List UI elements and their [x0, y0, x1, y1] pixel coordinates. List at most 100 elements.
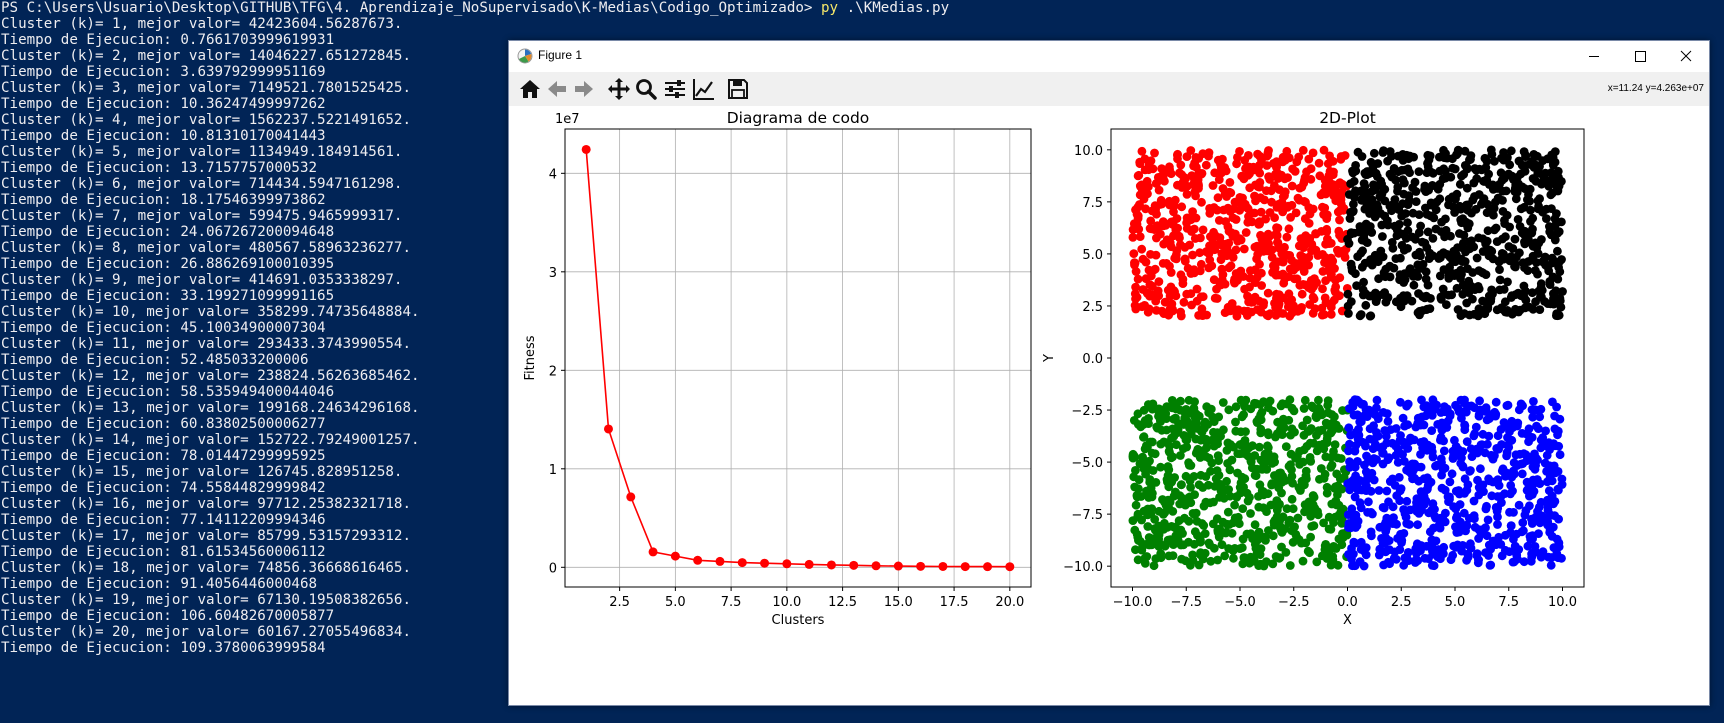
scatter-point	[1298, 556, 1308, 566]
scatter-point	[1457, 413, 1466, 423]
forward-button[interactable]	[571, 76, 597, 102]
scatter-point	[1267, 479, 1277, 489]
terminal-output-line: Tiempo de Ejecucion: 106.60482670005877	[1, 608, 335, 624]
scatter-point	[1528, 412, 1538, 422]
scatter-point	[1233, 468, 1242, 478]
scatter-point	[1516, 169, 1526, 179]
y-tick-label: −5.0	[1071, 456, 1103, 471]
scatter-point	[1360, 195, 1370, 204]
scatter-point	[1526, 556, 1536, 566]
back-button[interactable]	[544, 76, 570, 102]
scatter-point	[1509, 458, 1519, 468]
terminal-output-line: Tiempo de Ejecucion: 45.10034900007304	[1, 320, 326, 336]
scatter-point	[1281, 442, 1291, 451]
scatter-point	[1325, 428, 1335, 438]
scatter-point	[1181, 174, 1190, 184]
scatter-point	[1246, 529, 1256, 539]
scatter-point	[1250, 451, 1260, 460]
scatter-point	[1259, 300, 1268, 310]
y-tick-label: −10.0	[1063, 560, 1103, 575]
scatter-point	[1416, 221, 1425, 231]
y-tick-label: 10.0	[1074, 144, 1103, 159]
home-button[interactable]	[517, 76, 543, 102]
scatter-point	[1259, 397, 1268, 407]
scatter-point	[1250, 470, 1260, 480]
scatter-point	[1484, 431, 1494, 441]
scatter-point	[1222, 192, 1231, 201]
scatter-point	[1439, 436, 1448, 446]
close-button[interactable]	[1663, 41, 1709, 72]
scatter-point	[1149, 265, 1158, 275]
minimize-button[interactable]	[1571, 41, 1617, 72]
scatter-point	[1535, 479, 1545, 488]
scatter-point	[1245, 169, 1254, 179]
scatter-point	[1545, 280, 1555, 289]
figure-window[interactable]: Figure 1	[508, 40, 1710, 706]
scatter-point	[1199, 521, 1209, 530]
scatter-point	[1408, 232, 1417, 242]
scatter-point	[1359, 561, 1369, 571]
figure-canvas[interactable]: 2.5 5.0 7.5 10.0 12.5 15.0 17.5 20.0 0 1 2 3 4 1e7 Dia…	[509, 106, 1709, 705]
terminal-output-line: Tiempo de Ejecucion: 26.886269100010395	[1, 256, 335, 272]
scatter-point	[1268, 559, 1278, 569]
terminal-output-line: Tiempo de Ejecucion: 78.01447299995925	[1, 448, 326, 464]
scatter-point	[1291, 208, 1301, 218]
scatter-point	[1231, 245, 1241, 255]
configure-subplots-button[interactable]	[662, 76, 688, 102]
scatter-point	[1232, 311, 1242, 321]
scatter-point	[1270, 158, 1280, 168]
x-axis-label: X	[1343, 613, 1352, 628]
scatter-point	[1373, 159, 1383, 168]
scatter-point	[1250, 191, 1259, 201]
scatter-point	[1351, 186, 1360, 196]
scatter-point	[1416, 500, 1426, 509]
scatter-point	[1558, 287, 1567, 296]
scatter-point	[1375, 544, 1385, 554]
scatter-point	[1357, 152, 1367, 161]
close-icon	[1680, 50, 1692, 62]
scatter-point	[1397, 240, 1407, 250]
scatter-point	[1168, 306, 1177, 316]
scatter-point	[1411, 197, 1421, 206]
scatter-point	[1368, 458, 1378, 468]
scatter-point	[1322, 214, 1332, 223]
save-button[interactable]	[725, 76, 751, 102]
scatter-point	[1474, 233, 1483, 243]
scatter-point	[1326, 453, 1336, 462]
terminal-output-line: Tiempo de Ejecucion: 13.7157757000532	[1, 160, 318, 176]
scatter-point	[1516, 204, 1526, 214]
scatter-point	[1215, 493, 1224, 502]
scatter-point	[1189, 472, 1199, 481]
zoom-button[interactable]	[633, 76, 659, 102]
edit-axis-button[interactable]	[691, 76, 717, 102]
scatter-point	[1309, 492, 1319, 502]
scatter-point	[1446, 555, 1456, 565]
scatter-point	[1350, 492, 1360, 502]
scatter-point	[1137, 180, 1146, 190]
title-bar[interactable]: Figure 1	[509, 41, 1709, 72]
scatter-point	[1557, 255, 1566, 264]
scatter-point	[1357, 485, 1367, 495]
scatter-point	[1451, 400, 1460, 410]
scatter-point	[1428, 181, 1437, 190]
scatter-point	[1551, 286, 1561, 296]
scatter-point	[1474, 304, 1484, 314]
pan-button[interactable]	[606, 76, 632, 102]
scatter-point	[1301, 471, 1311, 481]
scatter-point	[1452, 250, 1461, 260]
y-tick-label: 7.5	[1082, 196, 1103, 211]
maximize-button[interactable]	[1617, 41, 1663, 72]
scatter-point	[1401, 512, 1411, 522]
scatter-point	[1370, 207, 1380, 217]
scatter-point	[1244, 297, 1253, 307]
scatter-point	[1178, 529, 1187, 538]
terminal-output-line: Tiempo de Ejecucion: 60.83802500006277	[1, 416, 326, 432]
scatter-point	[1308, 292, 1318, 302]
scatter-point	[1552, 309, 1562, 318]
scatter-point	[1323, 159, 1333, 169]
scatter-point	[1166, 268, 1176, 277]
scatter-point	[1359, 179, 1369, 188]
scatter-point	[1418, 292, 1428, 302]
scatter-point	[1259, 561, 1269, 571]
